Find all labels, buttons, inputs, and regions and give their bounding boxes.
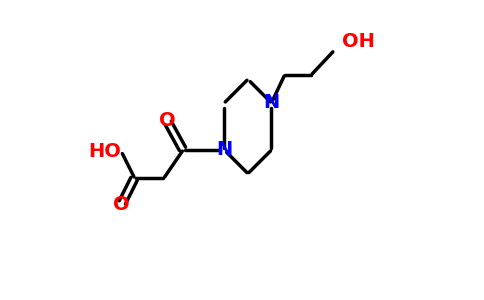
Text: OH: OH: [342, 32, 375, 51]
Text: N: N: [263, 93, 280, 112]
Text: N: N: [216, 140, 232, 160]
Text: O: O: [159, 111, 175, 130]
Text: HO: HO: [89, 142, 121, 161]
Text: O: O: [113, 195, 130, 214]
